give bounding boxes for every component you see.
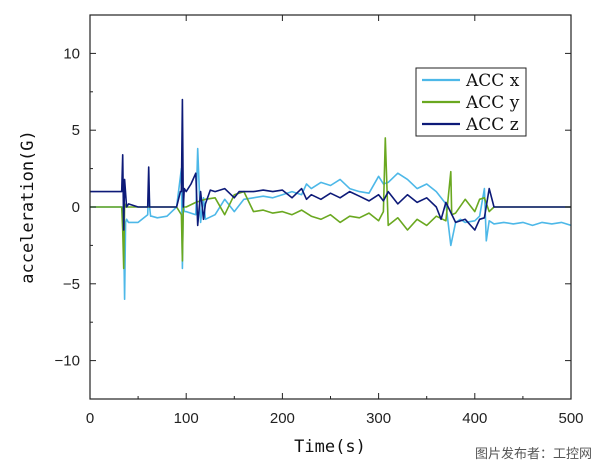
x-tick-label: 0 [86,410,94,427]
ticks-layer: 0 100 200 300 400 500 −10 −5 0 5 10 [55,14,584,427]
y-tick-label: 5 [72,122,80,139]
x-tick-label: 200 [270,410,295,427]
legend-label: ACC x [465,71,520,91]
legend-label: ACC y [465,93,520,113]
series-line-acc-x [90,147,571,301]
x-axis-title: Time(s) [294,437,366,457]
y-tick-label: 10 [63,45,80,62]
series-layer [90,98,571,301]
x-tick-label: 400 [462,410,487,427]
series-line-acc-z [90,98,571,231]
series-line-acc-y [90,137,571,270]
y-tick-label: −5 [63,276,80,293]
watermark: 图片发布者：工控网 [474,447,592,462]
y-axis-title: acceleration(G) [18,130,38,284]
x-tick-label: 100 [174,410,199,427]
y-tick-label: −10 [55,353,80,370]
x-tick-label: 300 [366,410,391,427]
x-tick-label: 500 [558,410,583,427]
y-tick-label: 0 [72,199,80,216]
legend-label: ACC z [465,115,519,135]
